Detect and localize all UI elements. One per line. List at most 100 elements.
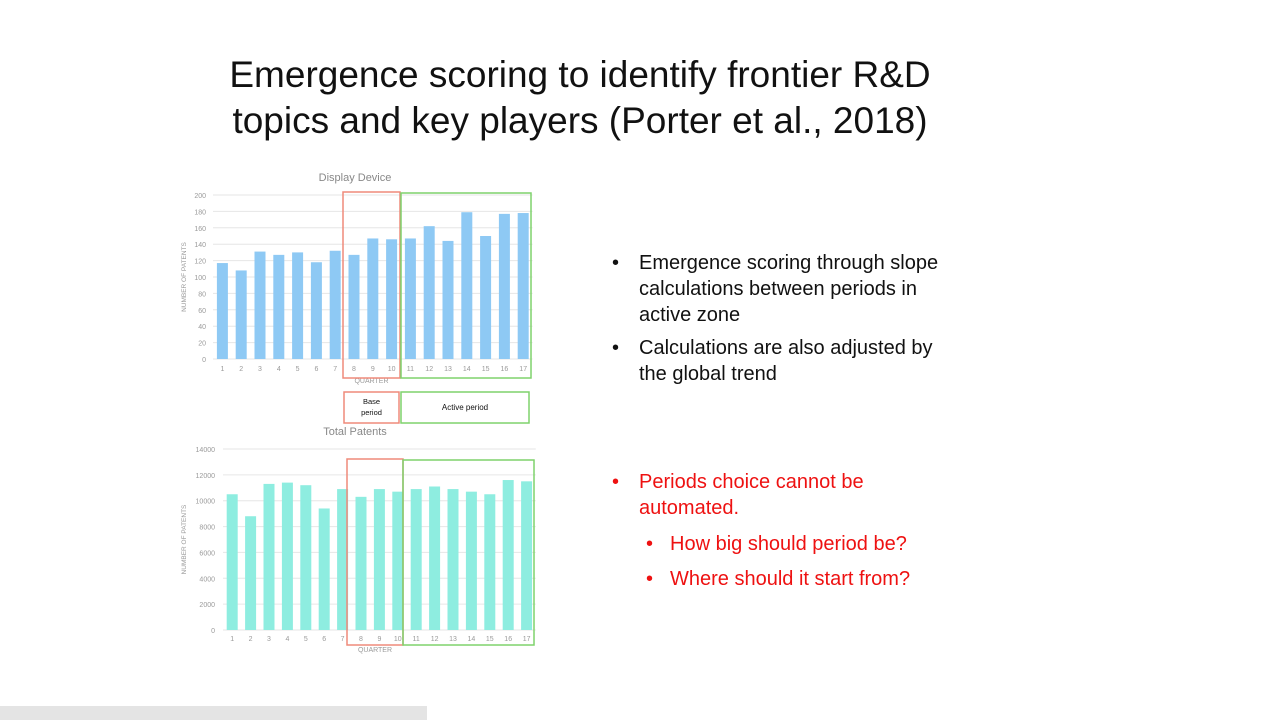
- y-tick-label: 14000: [196, 447, 216, 454]
- active-period-box: [400, 192, 532, 379]
- bar: [281, 482, 293, 630]
- x-tick-label: 15: [486, 636, 494, 643]
- bar: [392, 491, 404, 630]
- x-tick-label: 14: [463, 366, 471, 373]
- bar: [461, 212, 473, 359]
- slide-title: Emergence scoring to identify frontier R…: [140, 52, 1020, 144]
- bullet-item-periods-choice: • Periods choice cannot be automated.: [612, 469, 1012, 521]
- x-tick-label: 6: [322, 636, 326, 643]
- bar: [355, 496, 367, 630]
- y-tick-label: 140: [194, 242, 206, 249]
- bar: [423, 226, 435, 359]
- x-tick-label: 1: [220, 366, 224, 373]
- base-period-label: period: [361, 408, 382, 417]
- y-tick-label: 80: [198, 291, 206, 298]
- y-tick-label: 200: [194, 193, 206, 200]
- bar: [254, 251, 266, 359]
- x-tick-label: 17: [523, 636, 531, 643]
- y-tick-label: 180: [194, 209, 206, 216]
- active-period-box: [402, 459, 535, 646]
- x-tick-label: 10: [388, 366, 396, 373]
- x-tick-label: 11: [407, 366, 414, 373]
- bar: [480, 236, 492, 359]
- base-period-legend-box: [343, 391, 400, 424]
- base-period-box: [342, 191, 401, 379]
- bar: [386, 239, 398, 359]
- y-tick-label: 160: [194, 226, 206, 233]
- x-tick-label: 14: [468, 636, 476, 643]
- bar: [373, 489, 385, 630]
- x-tick-label: 8: [352, 366, 356, 373]
- bar: [465, 491, 477, 630]
- y-tick-label: 4000: [199, 576, 215, 583]
- bullet-list: • Emergence scoring through slope calcul…: [612, 250, 1012, 592]
- x-tick-label: 2: [249, 636, 253, 643]
- bar: [521, 481, 533, 630]
- bullet-line: automated.: [639, 497, 740, 519]
- bar: [216, 263, 228, 359]
- active-period-legend-box: [400, 391, 530, 424]
- x-axis-label: QUARTER: [358, 647, 392, 654]
- y-tick-label: 2000: [199, 602, 215, 609]
- bullet-dot: •: [646, 568, 654, 590]
- bullet-item-global-trend: • Calculations are also adjusted by the …: [612, 335, 1012, 387]
- x-tick-label: 16: [501, 366, 509, 373]
- x-tick-label: 15: [482, 366, 490, 373]
- x-tick-label: 12: [425, 366, 433, 373]
- x-tick-label: 4: [285, 636, 289, 643]
- y-tick-label: 20: [198, 341, 206, 348]
- bullet-dot: •: [612, 337, 620, 359]
- y-tick-label: 40: [198, 324, 206, 331]
- bar: [310, 262, 322, 359]
- bullet-line: calculations between periods in: [639, 278, 917, 300]
- x-tick-label: 13: [449, 636, 457, 643]
- bullet-line: Periods choice cannot be: [639, 471, 864, 493]
- bar: [318, 508, 330, 630]
- x-tick-label: 6: [314, 366, 318, 373]
- bar: [292, 252, 304, 359]
- bar: [348, 254, 360, 359]
- x-tick-label: 9: [371, 366, 375, 373]
- x-axis-label: QUARTER: [354, 378, 388, 385]
- bar: [273, 254, 285, 359]
- bullet-text: Where should it start from?: [670, 568, 911, 590]
- bullet-item-slope: • Emergence scoring through slope calcul…: [612, 250, 1012, 328]
- bottom-bar: [0, 706, 427, 720]
- active-period-label: Active period: [442, 403, 488, 412]
- base-period-label: Base: [363, 397, 380, 406]
- y-axis-label: NUMBER OF PATENTS: [181, 241, 188, 311]
- bullet-item-period-size: • How big should period be?: [612, 531, 1012, 557]
- x-tick-label: 5: [296, 366, 300, 373]
- y-tick-label: 60: [198, 308, 206, 315]
- x-tick-label: 1: [230, 636, 234, 643]
- x-tick-label: 8: [359, 636, 363, 643]
- y-tick-label: 8000: [199, 525, 215, 532]
- bullet-line: Calculations are also adjusted by: [639, 337, 933, 359]
- x-tick-label: 12: [431, 636, 439, 643]
- bar: [337, 489, 349, 630]
- bar: [226, 494, 238, 630]
- bar: [300, 485, 312, 630]
- bar: [498, 213, 510, 359]
- bar: [517, 213, 529, 359]
- bar: [245, 516, 257, 630]
- x-tick-label: 17: [519, 366, 527, 373]
- x-tick-label: 13: [444, 366, 452, 373]
- x-tick-label: 9: [377, 636, 381, 643]
- y-tick-label: 100: [194, 275, 206, 282]
- bullet-dot: •: [646, 533, 654, 555]
- bullet-dot: •: [612, 471, 620, 493]
- y-tick-label: 120: [194, 259, 206, 266]
- chart-title: Total Patents: [323, 426, 387, 438]
- title-line-2: topics and key players (Porter et al., 2…: [232, 100, 928, 141]
- bar: [235, 270, 247, 359]
- x-tick-label: 3: [267, 636, 271, 643]
- bar: [442, 240, 454, 359]
- title-line-1: Emergence scoring to identify frontier R…: [229, 54, 931, 95]
- bar: [263, 483, 275, 630]
- x-tick-label: 3: [258, 366, 262, 373]
- bullet-dot: •: [612, 252, 620, 274]
- y-axis-label: NUMBER OF PATENTS: [181, 504, 188, 574]
- bullet-item-period-start: • Where should it start from?: [612, 566, 1012, 592]
